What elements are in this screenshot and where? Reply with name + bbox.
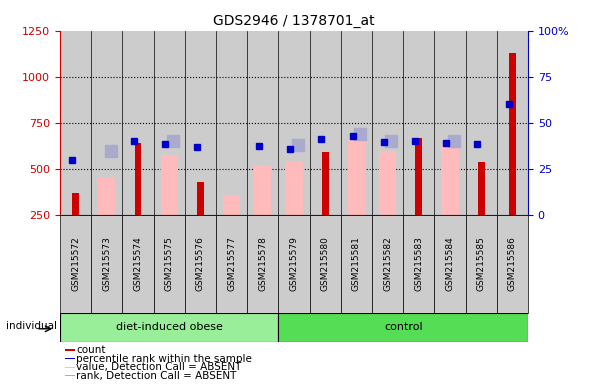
Text: GSM215576: GSM215576: [196, 237, 205, 291]
Bar: [65, 358, 74, 359]
Bar: [348, 139, 365, 215]
Bar: [65, 375, 74, 376]
Bar: [216, 215, 247, 313]
Text: GSM215578: GSM215578: [258, 237, 267, 291]
Bar: [161, 155, 178, 215]
Bar: [322, 152, 329, 215]
Bar: [341, 215, 372, 313]
Text: GSM215577: GSM215577: [227, 237, 236, 291]
Text: GSM215572: GSM215572: [71, 237, 80, 291]
Bar: [379, 151, 396, 215]
Text: GSM215573: GSM215573: [102, 237, 112, 291]
Text: GSM215574: GSM215574: [133, 237, 143, 291]
Text: GSM215575: GSM215575: [164, 237, 174, 291]
Text: GSM215584: GSM215584: [445, 237, 455, 291]
Bar: [65, 349, 74, 351]
Bar: [247, 215, 278, 313]
Bar: [497, 215, 528, 313]
Bar: [98, 178, 115, 215]
Text: diet-induced obese: diet-induced obese: [116, 322, 223, 333]
Bar: [278, 215, 310, 313]
Bar: [310, 215, 341, 313]
Text: GSM215580: GSM215580: [320, 237, 330, 291]
Bar: [466, 215, 497, 313]
Bar: [60, 313, 278, 342]
Text: value, Detection Call = ABSENT: value, Detection Call = ABSENT: [76, 362, 242, 372]
Text: GSM215582: GSM215582: [383, 237, 392, 291]
Bar: [372, 215, 403, 313]
Text: GSM215583: GSM215583: [414, 237, 424, 291]
Bar: [154, 215, 185, 313]
Bar: [442, 145, 458, 215]
Text: GSM215586: GSM215586: [508, 237, 517, 291]
Text: control: control: [384, 322, 422, 333]
Bar: [197, 182, 204, 215]
Bar: [278, 313, 528, 342]
Bar: [185, 215, 216, 313]
Bar: [122, 215, 154, 313]
Bar: [254, 165, 271, 215]
Bar: [434, 215, 466, 313]
Bar: [60, 215, 91, 313]
Text: individual: individual: [6, 321, 57, 331]
Bar: [223, 195, 240, 215]
Text: GSM215579: GSM215579: [290, 237, 299, 291]
Bar: [134, 143, 142, 215]
Title: GDS2946 / 1378701_at: GDS2946 / 1378701_at: [213, 14, 375, 28]
Text: GSM215581: GSM215581: [352, 237, 361, 291]
Text: count: count: [76, 345, 106, 355]
Bar: [65, 367, 74, 368]
Bar: [415, 137, 422, 215]
Text: GSM215585: GSM215585: [476, 237, 485, 291]
Text: percentile rank within the sample: percentile rank within the sample: [76, 354, 252, 364]
Bar: [478, 162, 485, 215]
Bar: [403, 215, 434, 313]
Bar: [91, 215, 122, 313]
Bar: [286, 162, 302, 215]
Bar: [72, 193, 79, 215]
Text: rank, Detection Call = ABSENT: rank, Detection Call = ABSENT: [76, 371, 236, 381]
Bar: [509, 53, 516, 215]
